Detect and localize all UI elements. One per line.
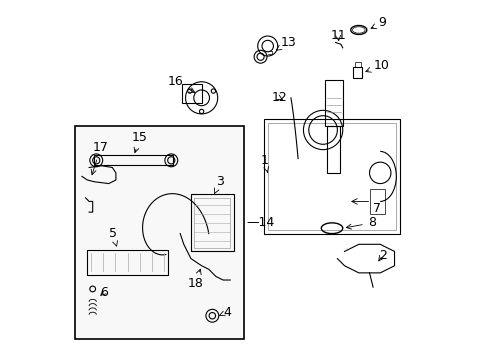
Text: 12: 12 bbox=[271, 91, 286, 104]
Text: 4: 4 bbox=[219, 306, 230, 319]
Text: —14: —14 bbox=[246, 216, 274, 229]
Text: 6: 6 bbox=[100, 286, 107, 299]
Bar bbox=[353, 67, 362, 78]
Bar bbox=[326, 126, 340, 173]
Bar bbox=[194, 198, 230, 248]
Bar bbox=[75, 126, 244, 339]
Bar bbox=[267, 123, 395, 230]
Bar bbox=[87, 249, 167, 275]
Bar bbox=[190, 194, 233, 251]
Text: 1: 1 bbox=[260, 154, 268, 172]
Text: 10: 10 bbox=[365, 59, 389, 72]
Text: 8: 8 bbox=[346, 216, 375, 229]
Bar bbox=[324, 80, 342, 126]
Text: 17: 17 bbox=[91, 141, 108, 175]
Bar bbox=[369, 189, 384, 214]
Bar bbox=[94, 156, 173, 165]
Text: 16: 16 bbox=[167, 75, 194, 93]
Text: 9: 9 bbox=[370, 17, 386, 30]
Bar bbox=[264, 119, 399, 234]
Text: 18: 18 bbox=[187, 269, 203, 290]
Text: 13: 13 bbox=[276, 36, 295, 50]
Text: 5: 5 bbox=[108, 227, 117, 246]
Text: 7: 7 bbox=[372, 202, 380, 215]
Bar bbox=[354, 62, 360, 67]
Text: 2: 2 bbox=[378, 249, 386, 262]
Text: 11: 11 bbox=[329, 29, 346, 42]
Text: 3: 3 bbox=[214, 175, 224, 194]
Text: 15: 15 bbox=[132, 131, 147, 153]
